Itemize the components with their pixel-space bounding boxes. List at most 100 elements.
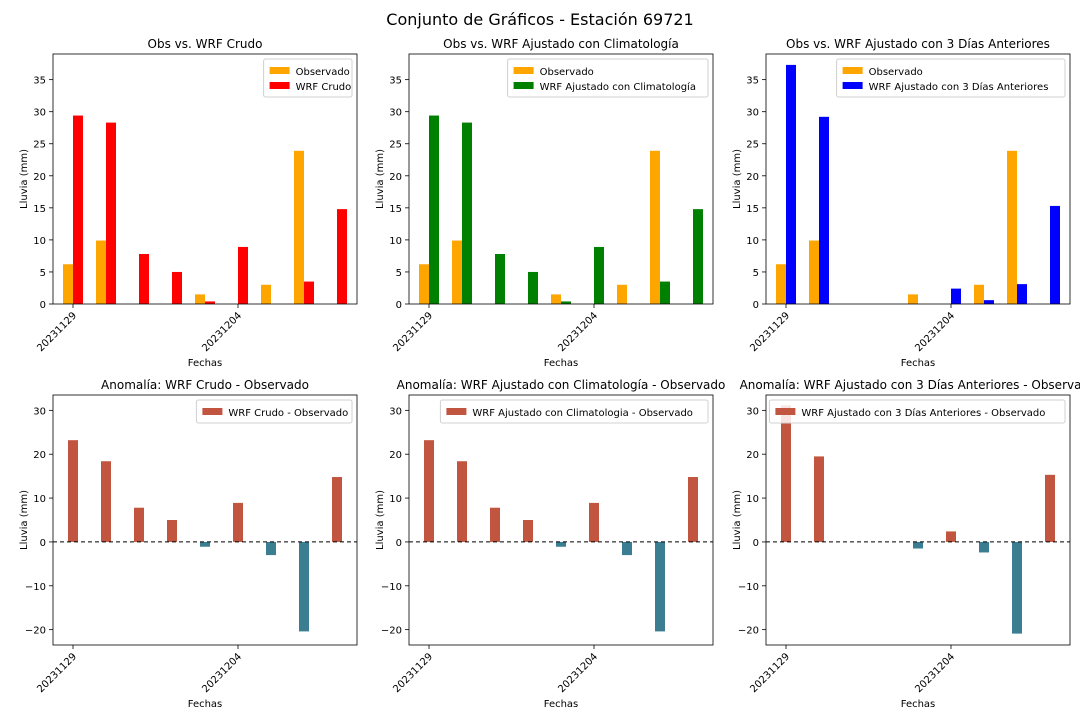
y-tick-label: 20 xyxy=(389,172,402,183)
bar-model-2 xyxy=(139,254,149,304)
anomaly-bar-8 xyxy=(1045,474,1055,542)
subplot-5: Anomalía: WRF Ajustado con Climatología … xyxy=(375,378,725,710)
figure-title: Conjunto de Gráficos - Estación 69721 xyxy=(386,10,694,29)
anomaly-bar-6 xyxy=(266,541,276,556)
subplot-3: Obs vs. WRF Ajustado con 3 Días Anterior… xyxy=(732,37,1071,369)
legend-swatch xyxy=(269,67,290,74)
bar-observed-4 xyxy=(195,294,205,304)
subplot-title: Obs vs. WRF Ajustado con 3 Días Anterior… xyxy=(786,37,1050,51)
y-tick-label: 5 xyxy=(396,268,402,279)
anomaly-bar-3 xyxy=(167,520,177,542)
legend: Observado WRF Ajustado con 3 Días Anterio… xyxy=(836,58,1066,98)
axes-frame xyxy=(52,53,358,305)
y-axis-label: Lluvia (mm) xyxy=(375,149,386,209)
anomaly-bar-0 xyxy=(781,405,791,542)
y-tick-label: 0 xyxy=(396,300,402,311)
anomaly-bar-1 xyxy=(814,456,824,542)
anomaly-bar-5 xyxy=(946,531,956,542)
y-axis-label: Lluvia (mm) xyxy=(375,490,386,550)
anomaly-bar-5 xyxy=(233,502,243,542)
y-tick-label: 0 xyxy=(396,538,402,549)
bar-observed-4 xyxy=(551,294,561,304)
bar-observed-7 xyxy=(1007,150,1017,304)
y-tick-label: 0 xyxy=(753,300,759,311)
axes-frame xyxy=(765,53,1071,305)
x-tick-label: 20231129 xyxy=(748,310,792,354)
bar-model-3 xyxy=(172,271,182,304)
anomaly-bar-0 xyxy=(68,440,78,542)
subplot-title: Anomalía: WRF Crudo - Observado xyxy=(101,378,309,392)
y-tick-label: 0 xyxy=(753,538,759,549)
legend-label: WRF Ajustado con 3 Días Anteriores - Obs… xyxy=(801,407,1045,419)
anomaly-bar-6 xyxy=(979,541,989,553)
y-tick-label: 25 xyxy=(746,140,759,151)
subplot-title: Obs vs. WRF Ajustado con Climatología xyxy=(443,37,679,51)
y-axis-label: Lluvia (mm) xyxy=(732,490,743,550)
subplot-title: Obs vs. WRF Crudo xyxy=(148,37,263,51)
bar-model-5 xyxy=(951,288,961,304)
anomaly-bar-6 xyxy=(622,541,632,556)
bar-model-8 xyxy=(693,209,703,304)
legend-box xyxy=(439,399,709,424)
bar-model-4 xyxy=(561,301,571,304)
legend-label: WRF Crudo - Observado xyxy=(228,408,348,419)
subplot-2: Obs vs. WRF Ajustado con Climatología 0 5 1… xyxy=(375,37,714,369)
bar-observed-1 xyxy=(452,240,462,304)
legend-label: WRF Crudo xyxy=(296,82,352,93)
y-tick-label: 30 xyxy=(746,108,759,119)
legend-box xyxy=(768,399,1066,424)
y-tick-label: 15 xyxy=(389,204,402,215)
x-tick-label: 20231129 xyxy=(35,310,79,354)
bar-observed-0 xyxy=(776,264,786,304)
y-tick-label: 30 xyxy=(746,406,759,417)
x-tick-label: 20231129 xyxy=(748,651,792,695)
x-tick-label: 20231129 xyxy=(391,310,435,354)
bar-observed-6 xyxy=(261,284,271,304)
y-tick-label: −20 xyxy=(381,626,402,637)
y-tick-label: 20 xyxy=(33,172,46,183)
y-axis-label: Lluvia (mm) xyxy=(19,490,30,550)
legend-label: Observado xyxy=(540,67,594,78)
x-tick-label: 20231204 xyxy=(200,651,244,695)
subplot-title: Anomalía: WRF Ajustado con 3 Días Anteri… xyxy=(740,378,1080,392)
y-tick-label: 10 xyxy=(746,236,759,247)
anomaly-bar-7 xyxy=(655,541,665,632)
anomaly-bar-8 xyxy=(688,477,698,542)
x-axis-label: Fechas xyxy=(544,358,579,369)
y-tick-label: 30 xyxy=(389,108,402,119)
bar-model-2 xyxy=(495,254,505,304)
y-tick-label: 10 xyxy=(389,236,402,247)
anomaly-bar-3 xyxy=(523,520,533,542)
y-tick-label: −10 xyxy=(738,582,759,593)
x-axis-label: Fechas xyxy=(901,699,936,710)
bar-model-6 xyxy=(984,300,994,304)
bar-observed-0 xyxy=(419,264,429,304)
anomaly-bar-5 xyxy=(589,502,599,542)
y-tick-label: 35 xyxy=(746,76,759,87)
x-tick-label: 20231204 xyxy=(556,651,600,695)
anomaly-bar-2 xyxy=(134,507,144,542)
x-tick-label: 20231204 xyxy=(913,651,957,695)
anomaly-bar-4 xyxy=(556,541,566,547)
bar-model-7 xyxy=(660,281,670,304)
x-tick-label: 20231129 xyxy=(35,651,79,695)
bar-observed-1 xyxy=(809,240,819,304)
bar-model-8 xyxy=(1050,205,1060,304)
anomaly-bar-0 xyxy=(424,440,434,542)
legend-swatch xyxy=(842,67,863,74)
bar-observed-6 xyxy=(617,284,627,304)
bar-model-1 xyxy=(106,122,116,304)
y-tick-label: 0 xyxy=(40,538,46,549)
bar-model-0 xyxy=(73,115,83,305)
bar-observed-1 xyxy=(96,240,106,304)
y-tick-label: 5 xyxy=(753,268,759,279)
y-tick-label: 10 xyxy=(33,236,46,247)
y-tick-label: 20 xyxy=(746,172,759,183)
legend-label: WRF Ajustado con Climatologia - Observad… xyxy=(472,408,693,419)
anomaly-bar-1 xyxy=(101,461,111,542)
subplot-4: Anomalía: WRF Crudo - Observado −20 −10 0 10… xyxy=(19,378,358,710)
bar-model-0 xyxy=(429,115,439,305)
axes-frame xyxy=(408,394,714,646)
legend-box xyxy=(195,399,353,424)
